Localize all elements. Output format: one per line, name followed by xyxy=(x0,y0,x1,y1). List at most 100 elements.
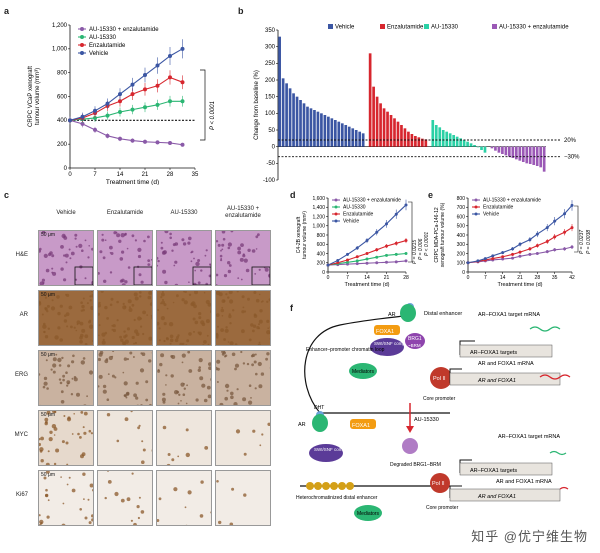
series-line xyxy=(69,48,183,121)
legend-marker xyxy=(80,27,84,31)
data-point xyxy=(130,82,135,87)
panel-label-f: f xyxy=(290,303,293,313)
data-point xyxy=(501,251,505,255)
ar-dimer-bottom xyxy=(312,414,328,432)
degraded-blob xyxy=(402,438,418,454)
y-tick-label: 1,000 xyxy=(52,47,68,53)
mediators-label-top: Mediators xyxy=(352,369,374,375)
waterfall-bar xyxy=(386,111,389,147)
data-point xyxy=(491,257,495,261)
panel-label-b: b xyxy=(238,6,244,16)
scale-bar-label: 50 μm xyxy=(41,292,55,298)
targets-label-top: AR–FOXA1 targets xyxy=(470,350,517,356)
legend-marker xyxy=(80,51,84,55)
waterfall-bar xyxy=(333,120,337,147)
foxa1-label-top: FOXA1 xyxy=(376,329,394,335)
data-point xyxy=(105,113,110,118)
legend-label: Vehicle xyxy=(483,212,499,218)
y-tick-label: 200 xyxy=(57,142,68,148)
data-point xyxy=(404,203,408,207)
data-point xyxy=(93,108,97,113)
col-header-combo: AU-15330 + enzalutamide xyxy=(225,206,261,219)
pvalue-label: P = 0.0215 xyxy=(412,240,418,264)
y-tick-label: 100 xyxy=(457,261,466,267)
y-tick-label: 600 xyxy=(57,94,68,100)
y-tick-label: 1,200 xyxy=(52,23,68,29)
legend-label: Enzalutamide xyxy=(483,205,514,211)
waterfall-bar xyxy=(337,121,341,147)
waterfall-bar xyxy=(414,136,417,147)
series-line xyxy=(69,100,183,121)
ar-label-top: AR xyxy=(388,312,396,318)
row-header-erg: ERG xyxy=(14,372,28,378)
data-point xyxy=(528,238,532,242)
chromatin-loop xyxy=(304,314,411,414)
pvalue-bracket xyxy=(574,205,579,253)
y-tick-label: 0 xyxy=(462,270,465,276)
data-point xyxy=(528,247,532,251)
row-header-he: H&E xyxy=(15,252,28,258)
legend-marker xyxy=(474,198,478,202)
waterfall-bar xyxy=(327,116,330,147)
micrograph-tile xyxy=(215,470,271,526)
targets-gene-box-top xyxy=(459,344,553,358)
data-point xyxy=(553,219,557,223)
data-point xyxy=(105,133,110,138)
series-line xyxy=(69,76,183,121)
data-point xyxy=(570,203,574,207)
x-axis-label: Treatment time (d) xyxy=(497,282,542,288)
y-axis-label: Change from baseline (%) xyxy=(254,70,260,140)
waterfall-bar xyxy=(351,128,355,147)
y-tick-label: 700 xyxy=(457,205,466,211)
data-point xyxy=(155,83,160,88)
brg1-label: BRG1 xyxy=(408,336,422,342)
waterfall-bar xyxy=(316,111,320,147)
waterfall-bar xyxy=(511,146,515,158)
data-point xyxy=(355,255,359,259)
legend-label: Enzalutamide xyxy=(89,43,126,49)
waterfall-bar xyxy=(396,121,400,147)
pvalue-label: P = 0.0038 xyxy=(586,230,592,254)
pvalue-label: P = 0.006 xyxy=(418,238,424,260)
hetero-label: Heterochromatinized distal enhancer xyxy=(296,495,378,501)
data-point xyxy=(143,139,147,144)
mediators-top xyxy=(349,363,377,379)
legend-swatch xyxy=(380,24,385,29)
y-tick-label: -100 xyxy=(263,178,276,184)
data-point xyxy=(143,73,147,78)
core-promoter-label-bottom: Core promoter xyxy=(426,505,459,511)
legend-marker xyxy=(334,205,338,209)
data-point xyxy=(385,244,388,248)
series-line xyxy=(69,119,183,146)
data-point xyxy=(336,258,340,262)
data-point xyxy=(168,53,172,58)
data-point xyxy=(394,260,398,264)
mrna-green-top xyxy=(529,326,561,332)
data-point xyxy=(180,46,185,51)
waterfall-bar xyxy=(375,96,379,147)
foxa1-box-top xyxy=(374,325,400,335)
x-tick-label: 0 xyxy=(68,172,72,178)
data-point xyxy=(326,263,330,267)
y-tick-label: 200 xyxy=(317,261,326,267)
data-point xyxy=(168,140,172,145)
data-point xyxy=(365,261,369,265)
col-header-vehicle: Vehicle xyxy=(56,210,76,216)
pol2-bottom xyxy=(430,473,450,493)
foxa1-box-bottom xyxy=(350,419,376,429)
chart-b: -100 -50 0 50 100 150 200 250 300 350 Change from … xyxy=(254,24,580,184)
y-tick-label: 0 xyxy=(322,270,325,276)
reference-label: −30% xyxy=(564,155,580,161)
mrna-green-bottom xyxy=(549,450,567,456)
data-point xyxy=(155,140,160,145)
waterfall-bar xyxy=(288,88,292,147)
data-point xyxy=(168,99,172,104)
data-point xyxy=(476,259,480,263)
y-tick-label: 500 xyxy=(457,224,466,230)
pol2-label-top: Pol II xyxy=(433,376,446,382)
data-point xyxy=(93,115,97,120)
data-point xyxy=(518,254,522,258)
micrograph-tile xyxy=(156,470,212,526)
waterfall-bar xyxy=(504,146,508,156)
legend-label: AU-15330 xyxy=(343,205,366,211)
